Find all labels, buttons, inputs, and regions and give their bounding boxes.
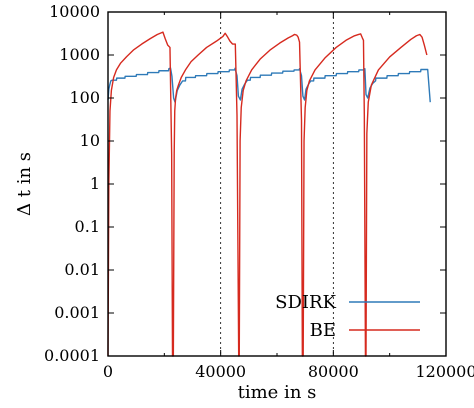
series-lines: [107, 31, 431, 357]
x-tick-label: 0: [103, 362, 113, 381]
x-axis-label: time in s: [238, 382, 317, 403]
series-line-sdirk: [107, 67, 431, 103]
x-tick-label: 80000: [308, 362, 359, 381]
y-tick-label: 1: [90, 174, 100, 193]
y-tick-label: 1000: [59, 45, 100, 64]
grid-lines: [220, 12, 334, 356]
y-tick-label: 0.0001: [44, 346, 100, 365]
y-tick-label: 10000: [49, 2, 100, 21]
series-line-be: [107, 31, 428, 357]
x-tick-label: 40000: [195, 362, 246, 381]
x-tick-label: 120000: [415, 362, 474, 381]
legend-label-sdirk: SDIRK: [275, 292, 336, 313]
axis-ticks: 0 40000 80000 120000 0.0001 0.001 0.01 0.1 1 10 10…: [44, 2, 474, 381]
y-tick-label: 0.1: [75, 217, 100, 236]
y-tick-label: 10: [80, 131, 100, 150]
y-tick-label: 0.001: [54, 303, 100, 322]
legend-label-be: BE: [310, 320, 336, 341]
y-axis-label: Δ t in s: [14, 152, 35, 216]
y-tick-label: 0.01: [64, 260, 100, 279]
legend: SDIRK BE: [275, 292, 420, 341]
y-tick-label: 100: [69, 88, 100, 107]
